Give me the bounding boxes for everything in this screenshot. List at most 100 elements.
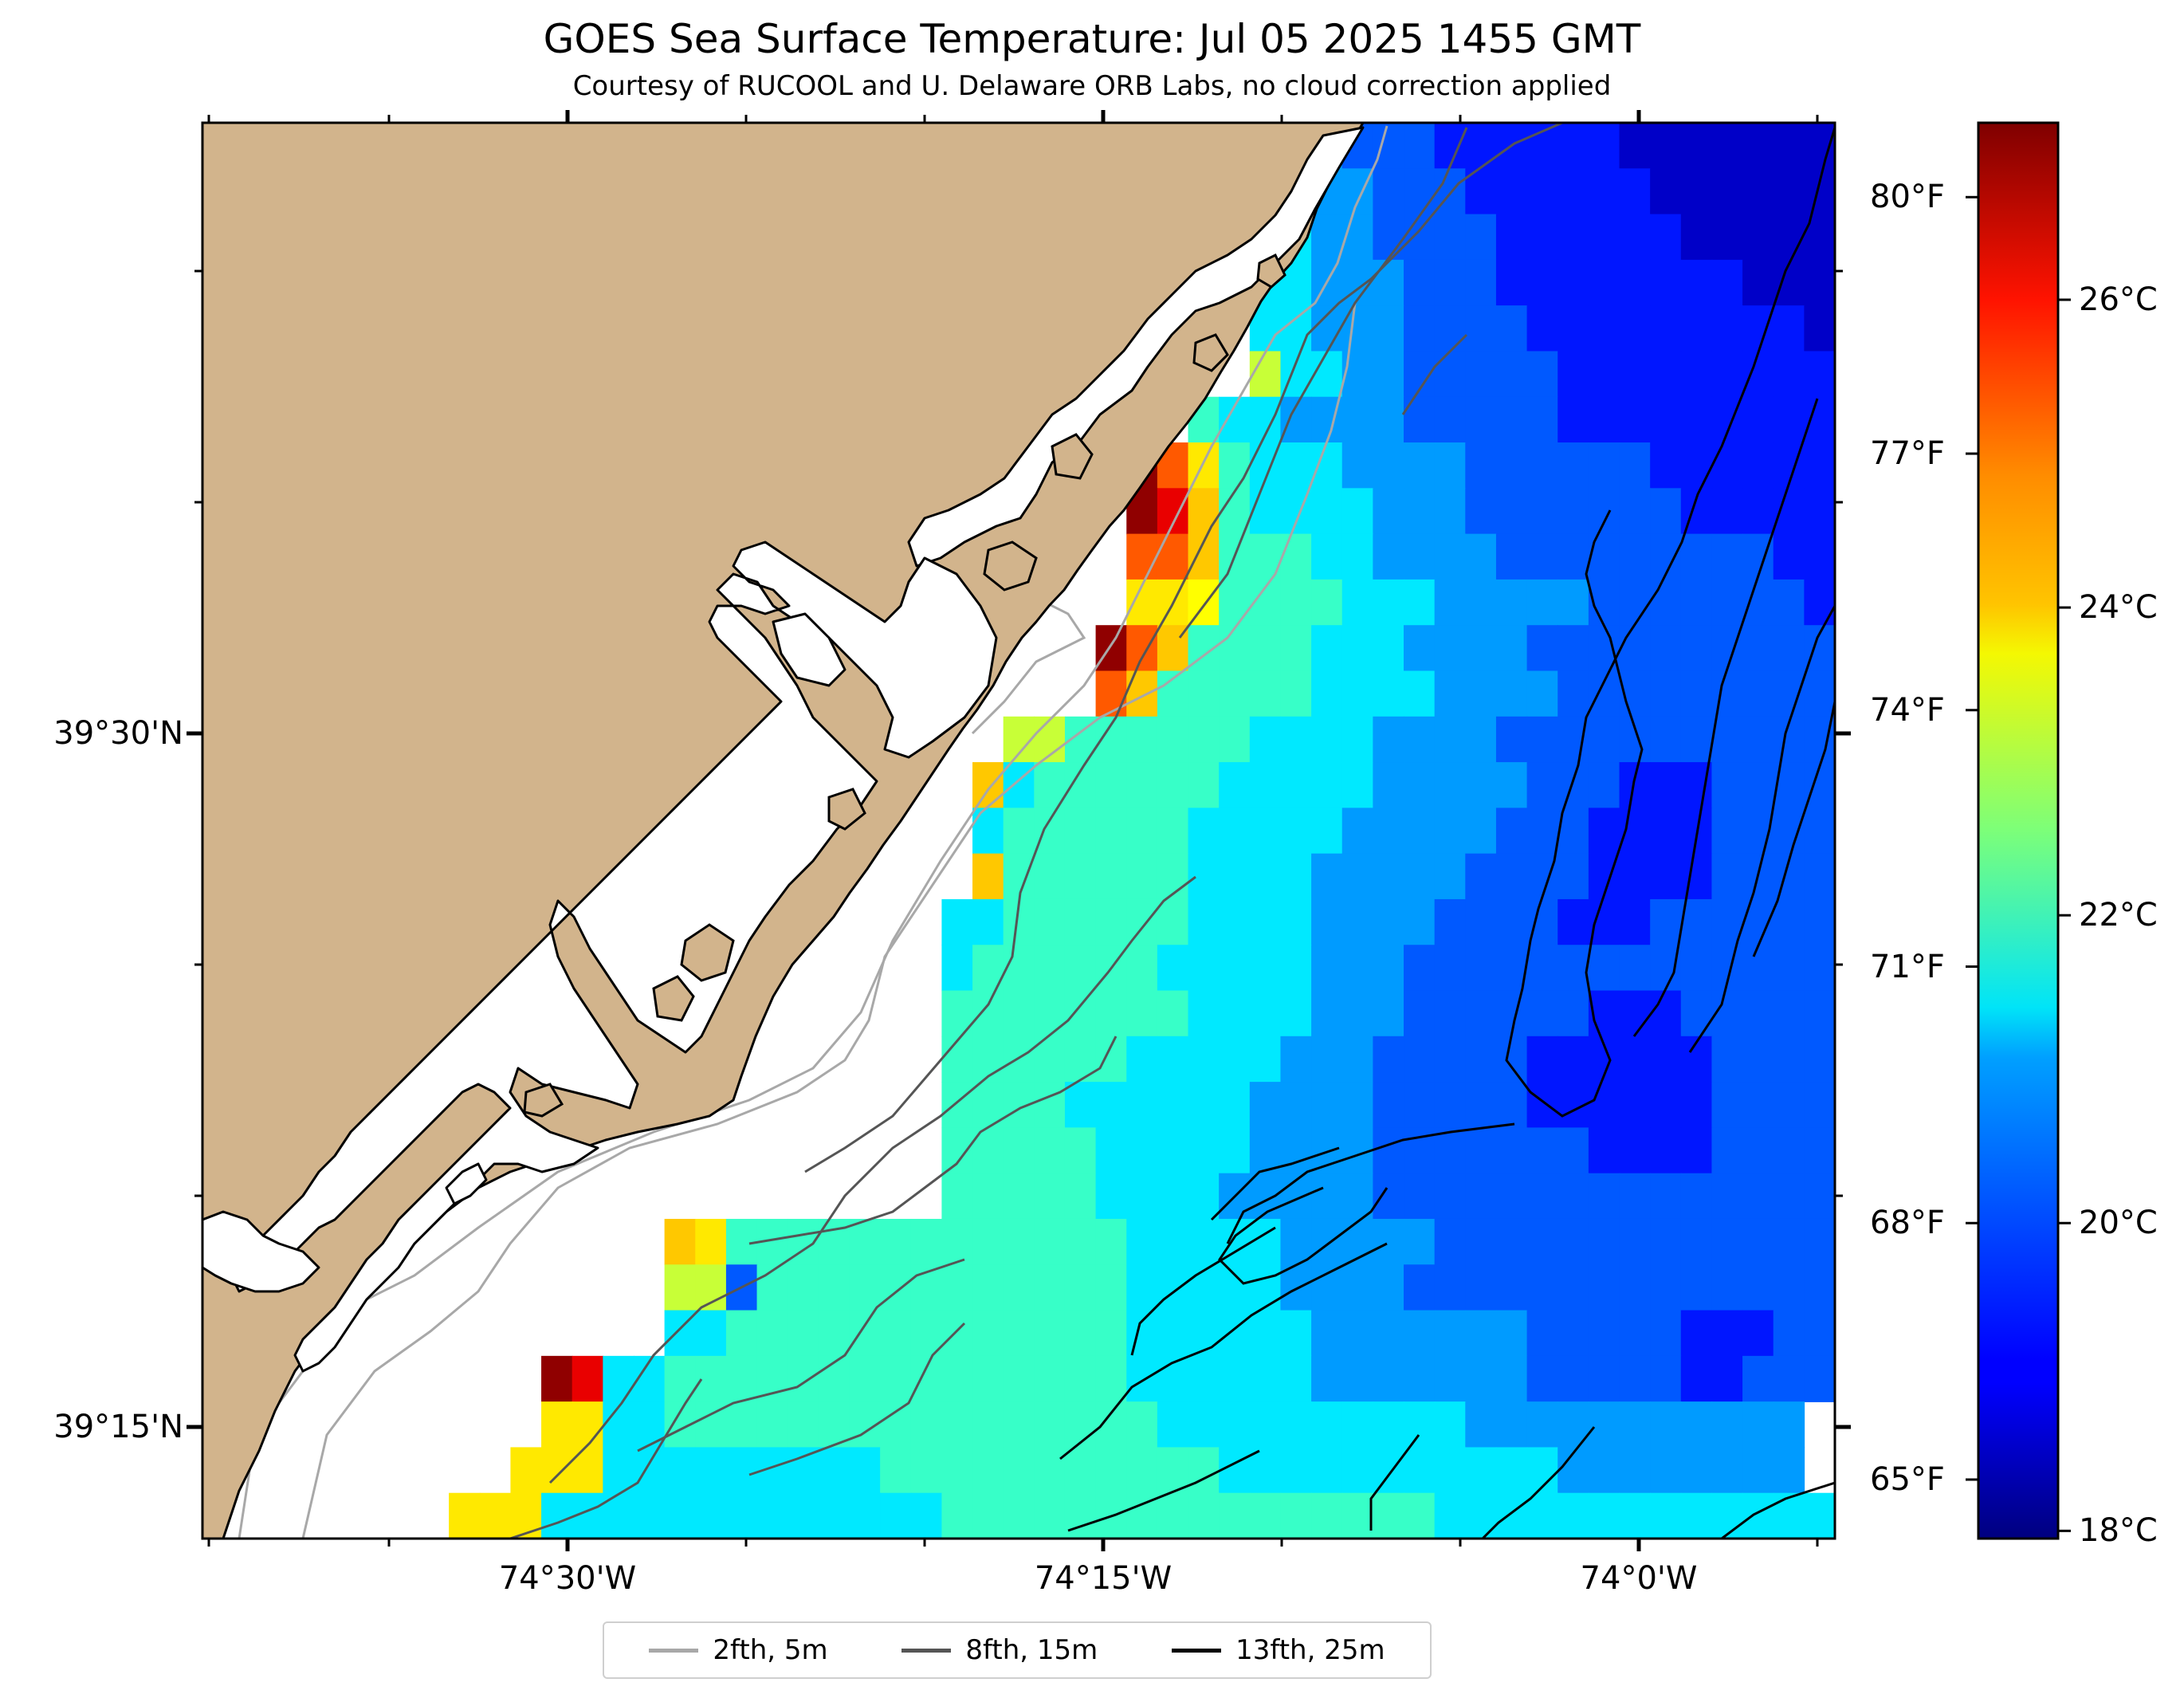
sst-cell [1526, 716, 1559, 763]
sst-cell [1465, 1264, 1497, 1311]
sst-cell [1465, 762, 1497, 809]
sst-cell [1434, 1173, 1467, 1220]
sst-cell [1835, 305, 1866, 352]
sst-cell [603, 1447, 634, 1494]
sst-cell [1064, 853, 1097, 900]
sst-cell [1126, 1173, 1158, 1220]
sst-cell [1557, 396, 1589, 443]
sst-cell [788, 1355, 819, 1402]
sst-cell [972, 853, 1004, 900]
sst-cell [941, 1401, 973, 1448]
sst-cell [1373, 488, 1404, 535]
sst-cell [1650, 442, 1682, 489]
sst-cell [1034, 990, 1066, 1037]
sst-cell [1003, 990, 1035, 1037]
sst-cell [1680, 1127, 1713, 1174]
sst-cell [1495, 1264, 1528, 1311]
sst-cell [1711, 1355, 1743, 1402]
sst-cell [1188, 1036, 1220, 1083]
sst-cell [788, 1492, 819, 1539]
sst-cell [1219, 1492, 1251, 1539]
sst-cell [1804, 168, 1835, 215]
sst-cell [1157, 1082, 1189, 1129]
sst-cell [1773, 305, 1805, 352]
sst-cell [1188, 488, 1220, 535]
sst-cell [972, 898, 1004, 946]
sst-cell [1588, 168, 1620, 215]
sst-cell [1804, 442, 1835, 489]
sst-cell [1495, 1447, 1528, 1494]
sst-cell [972, 1173, 1004, 1220]
sst-cell [1650, 579, 1682, 626]
sst-cell [1126, 990, 1158, 1037]
sst-cell [1650, 808, 1682, 855]
sst-cell [725, 1492, 758, 1539]
sst-cell [1465, 488, 1497, 535]
sst-cell [1835, 397, 1866, 443]
sst-cell [1373, 762, 1404, 809]
lat-label-39-30: 39°30'N [53, 715, 183, 752]
sst-cell [972, 1355, 1004, 1402]
sst-cell [1588, 305, 1620, 352]
sst-cell [1619, 396, 1651, 443]
sst-cell [1804, 396, 1835, 443]
lon-label-74-15: 74°15'W [1034, 1560, 1173, 1597]
sst-cell [1742, 1264, 1774, 1311]
sst-cell [1495, 1492, 1528, 1539]
sst-cell [1465, 716, 1497, 763]
sst-cell [1557, 1492, 1589, 1539]
sst-cell [1650, 716, 1682, 763]
sst-cell [1680, 533, 1713, 580]
sst-cell [788, 1264, 819, 1311]
sst-cell [1003, 853, 1035, 900]
sst-cell [1157, 488, 1189, 535]
sst-cell [1526, 762, 1559, 809]
sst-cell [1650, 214, 1682, 261]
sst-cell [1588, 123, 1620, 170]
sst-cell [1804, 533, 1835, 580]
sst-cell [1249, 898, 1282, 946]
sst-cell [1434, 670, 1467, 717]
sst-cell [1742, 1447, 1774, 1494]
sst-cell [1773, 1355, 1805, 1402]
sst-cell [972, 762, 1004, 809]
sst-cell [1034, 1218, 1066, 1266]
sst-cell [1373, 1082, 1404, 1129]
figure-title: GOES Sea Surface Temperature: Jul 05 202… [543, 16, 1641, 62]
sst-cell [1711, 625, 1743, 672]
sst-cell [1495, 168, 1528, 215]
sst-cell [1773, 1173, 1805, 1220]
sst-cell [1680, 716, 1713, 763]
sst-cell [1711, 533, 1743, 580]
sst-cell [1434, 945, 1467, 992]
sst-cell [1157, 1218, 1189, 1266]
sst-cell [1404, 1355, 1436, 1402]
sst-cell [1896, 123, 1927, 169]
sst-cell [1465, 351, 1497, 398]
sst-cell [1249, 1401, 1282, 1448]
sst-cell [849, 1264, 881, 1311]
sst-cell [1341, 533, 1374, 580]
sst-cell [1373, 1218, 1404, 1266]
sst-cell [1095, 1218, 1128, 1266]
sst-cell [1680, 1082, 1713, 1129]
sst-cell [880, 1355, 912, 1402]
sst-cell [1249, 1082, 1282, 1129]
sst-cell [1434, 396, 1467, 443]
sst-cell [1711, 351, 1743, 398]
sst-cell [1311, 670, 1343, 717]
sst-cell [941, 1218, 973, 1266]
sst-cell [1742, 945, 1774, 992]
sst-cell [1526, 1264, 1559, 1311]
sst-cell [1835, 260, 1866, 306]
sst-cell [1465, 1401, 1497, 1448]
sst-cell [1249, 1310, 1282, 1357]
sst-cell [756, 1401, 788, 1448]
sst-cell [1095, 808, 1128, 855]
sst-cell [1619, 853, 1651, 900]
sst-cell [1219, 1310, 1251, 1357]
sst-cell [1650, 853, 1682, 900]
sst-cell [1680, 396, 1713, 443]
sst-cell [1588, 396, 1620, 443]
sst-cell [1680, 579, 1713, 626]
